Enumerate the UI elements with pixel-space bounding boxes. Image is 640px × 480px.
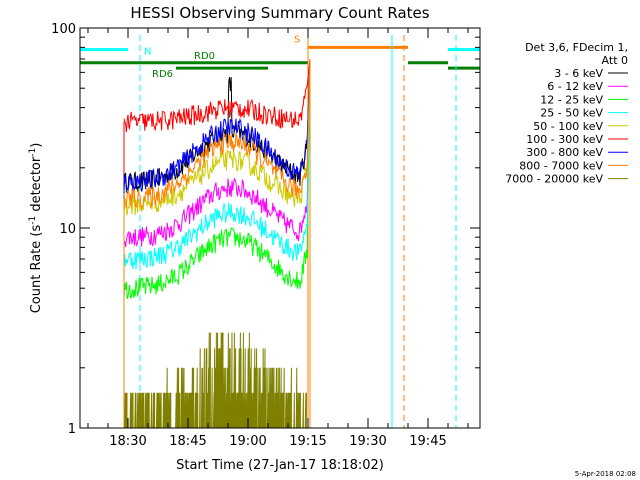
x-tick-label: 19:45 — [409, 434, 446, 449]
series-line — [123, 58, 311, 428]
legend-header-line-2: Att 0 — [602, 54, 628, 67]
series-line — [123, 58, 311, 428]
y-tick-label: 1 — [68, 422, 76, 437]
attenuator-label-s: S — [294, 34, 300, 45]
series-line — [123, 58, 311, 428]
x-axis: 18:30 18:45 19:00 19:15 19:30 19:45 — [87, 28, 469, 449]
legend-label: 12 - 25 keV — [540, 93, 603, 106]
legend-label: 100 - 300 keV — [526, 133, 603, 146]
attenuator-label-n: N — [144, 47, 151, 58]
x-tick-label: 18:45 — [169, 434, 206, 449]
y-axis-label: Count Rate (s-1 detector-1) — [28, 143, 44, 314]
attenuator-label-rd6: RD6 — [152, 69, 173, 80]
legend-label: 25 - 50 keV — [540, 107, 603, 120]
series-line — [123, 58, 311, 428]
y-axis: 1 10 100 — [51, 22, 480, 437]
series-line — [123, 58, 311, 428]
series-line — [123, 58, 311, 428]
x-tick-label: 19:15 — [289, 434, 326, 449]
attenuator-label-rd0: RD0 — [194, 51, 215, 62]
x-tick-label: 19:30 — [349, 434, 386, 449]
x-tick-label: 19:00 — [229, 434, 266, 449]
chart-title: HESSI Observing Summary Count Rates — [130, 4, 429, 22]
legend-label: 6 - 12 keV — [547, 80, 603, 93]
legend-label: 300 - 800 keV — [526, 146, 603, 159]
y-tick-label: 100 — [51, 22, 76, 37]
series-800-to-7000keV — [123, 58, 311, 428]
y-tick-label: 10 — [59, 222, 76, 237]
legend-label: 50 - 100 keV — [533, 120, 603, 133]
legend-label: 800 - 7000 keV — [519, 159, 603, 172]
legend-header-line-1: Det 3,6, FDecim 1, — [525, 41, 628, 54]
legend-label: 3 - 6 keV — [554, 67, 603, 80]
legend-label: 7000 - 20000 keV — [505, 173, 603, 186]
x-tick-label: 18:30 — [109, 434, 146, 449]
footer-date: 5-Apr-2018 02:08 — [575, 470, 636, 478]
x-axis-label: Start Time (27-Jan-17 18:18:02) — [176, 458, 384, 473]
